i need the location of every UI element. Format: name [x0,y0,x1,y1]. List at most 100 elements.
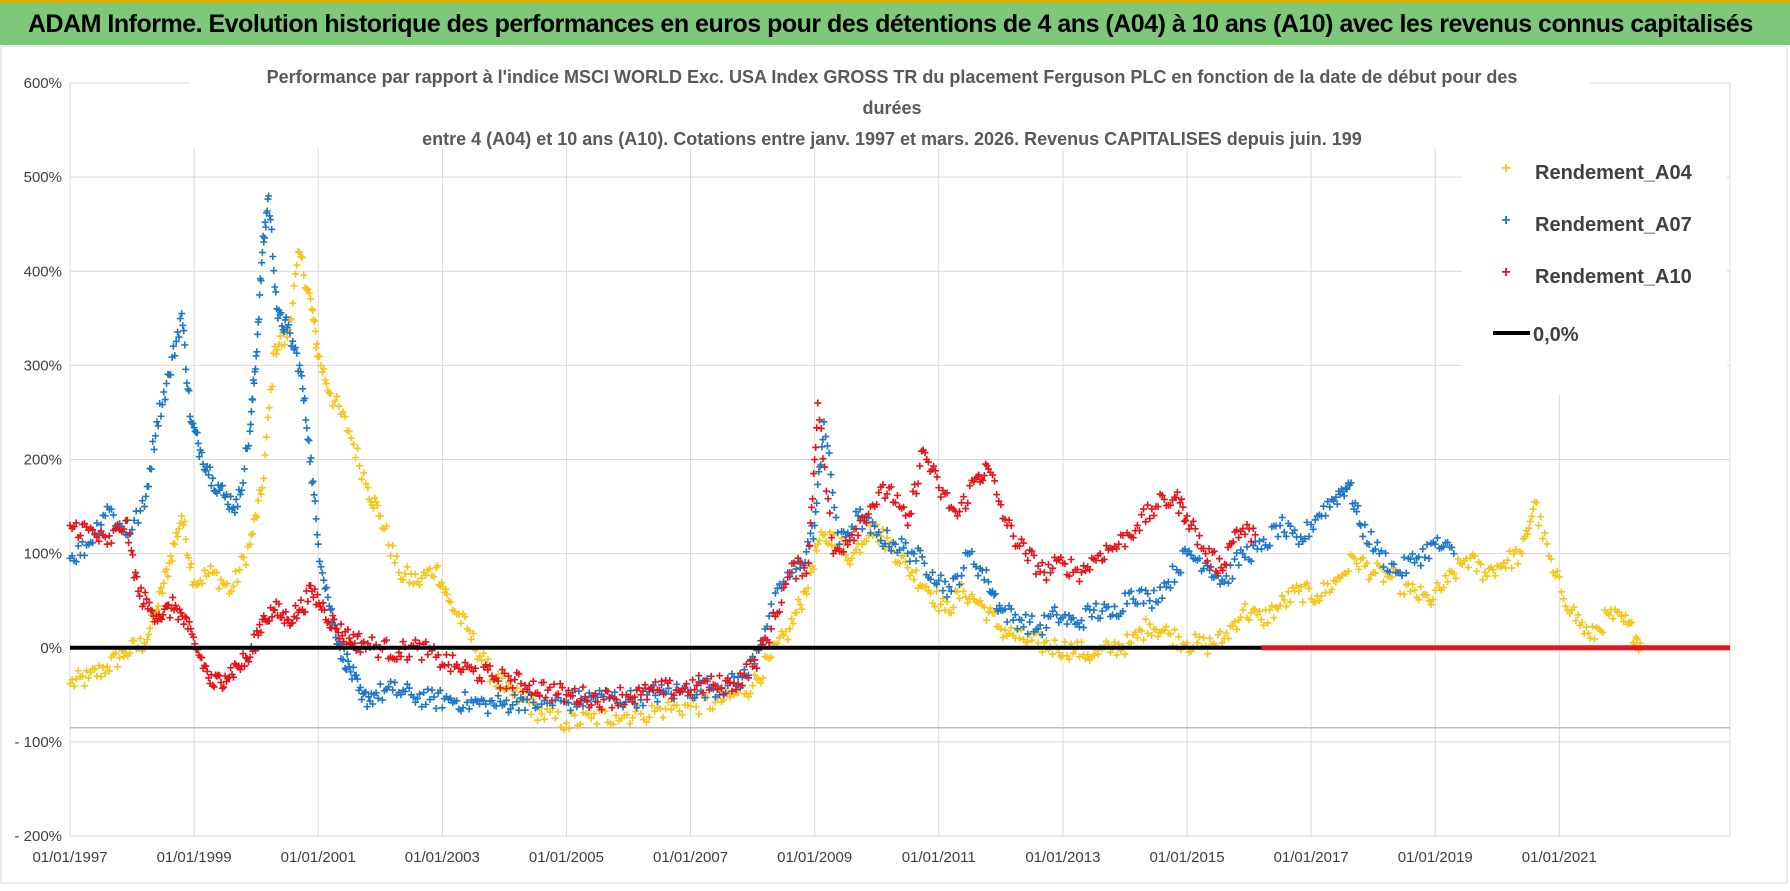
data-point [266,212,274,220]
data-point [218,482,226,490]
data-point [324,593,332,601]
data-point [1514,560,1522,568]
data-point [496,697,504,705]
data-point [1622,611,1630,619]
data-point [205,570,213,578]
data-point [246,427,254,435]
data-point [1500,559,1507,567]
data-point [577,697,585,705]
data-point [1255,607,1263,615]
data-point [397,653,405,661]
data-point [1454,555,1462,563]
y-tick-label: 200% [24,452,62,469]
data-point [198,580,206,588]
data-point [1276,601,1284,609]
data-point [163,380,171,388]
data-point [991,477,999,485]
data-point [68,552,76,560]
data-point [492,702,500,710]
data-point [218,684,226,692]
data-point [1609,615,1617,623]
data-point [527,710,535,718]
data-point [1113,651,1121,659]
data-point [195,453,203,461]
data-point [280,341,288,349]
data-point [258,259,266,267]
data-point [1291,526,1299,534]
data-point [806,542,814,550]
data-point [788,615,796,623]
data-point [93,533,101,541]
data-point [239,479,247,487]
data-point [185,387,193,395]
data-point [414,695,422,703]
data-point [203,667,211,675]
data-point [834,529,842,537]
data-point [171,601,179,609]
data-point [858,525,866,533]
data-point [467,635,475,643]
data-point [856,505,864,513]
y-tick-label: 0% [40,640,62,657]
data-point [902,539,910,547]
data-point [438,704,446,712]
data-point [1324,580,1332,588]
data-point [127,547,135,555]
data-point [1189,517,1197,525]
data-point [1473,567,1481,575]
data-point [689,676,697,684]
data-point [1241,600,1249,608]
data-point [699,689,707,697]
data-point [311,327,319,335]
data-point [927,575,935,583]
data-point [1367,528,1375,536]
data-point [1152,626,1160,634]
data-point [436,686,444,694]
data-point [480,697,488,705]
data-point [1305,532,1313,540]
data-point [206,463,214,471]
data-point [639,702,647,710]
data-point [1146,620,1154,628]
data-point [1133,600,1141,608]
legend-marker-a04: + [1501,160,1510,177]
data-point [1299,598,1307,606]
data-point [1018,535,1026,543]
data-point [151,432,159,440]
data-point [1113,545,1121,553]
data-point [1333,500,1341,508]
data-point [99,663,107,671]
data-point [223,490,231,498]
data-point [670,691,678,699]
data-point [469,629,477,637]
data-point [815,416,823,424]
data-point [891,540,899,548]
data-point [1078,638,1086,646]
data-point [453,697,461,705]
data-point [250,379,258,387]
data-point [351,639,359,647]
x-tick-label: 01/01/2013 [1025,849,1100,866]
data-point [927,589,935,597]
data-point [1355,565,1363,573]
data-point [459,704,467,712]
data-point [1166,501,1174,509]
data-point [852,546,860,554]
data-point [1154,598,1162,606]
data-point [1028,636,1036,644]
data-point [1055,618,1063,626]
data-point [105,532,113,540]
data-point [447,598,455,606]
data-point [301,608,309,616]
data-point [1266,606,1274,614]
data-point [181,341,189,349]
data-point [134,519,142,527]
data-point [198,449,206,457]
data-point [1268,602,1276,610]
data-point [780,584,788,592]
data-point [562,719,570,727]
data-point [789,620,797,628]
data-point [1361,521,1369,529]
data-point [875,528,883,536]
data-point [236,491,244,499]
